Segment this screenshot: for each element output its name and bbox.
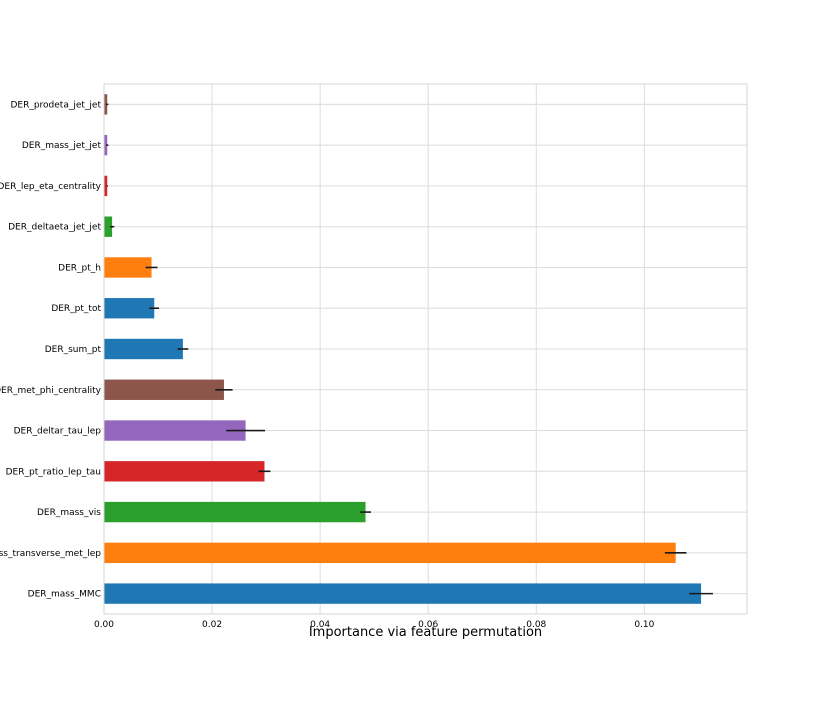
y-tick-label: DER_mass_jet_jet [22,141,102,151]
bar-der-lep-eta-centrality [104,175,108,197]
bars [104,94,702,604]
bar-der-mass-mmc [104,583,702,604]
y-tick-label: DER_pt_tot [51,304,101,314]
y-tick-label: DER_met_phi_centrality [0,386,102,396]
error-bars [106,103,713,595]
x-tick-label: 0.00 [94,620,114,630]
bar-der-pt-tot [104,298,155,319]
bar-der-met-phi-centrality [104,379,224,400]
y-tick-label: DER_deltaeta_jet_jet [8,223,101,233]
bar-der-mass-jet-jet [104,134,108,156]
bar-der-mass-vis [104,501,366,523]
bar-der-deltaeta-jet-jet [104,216,113,237]
y-tick-label: DER_pt_h [58,263,101,273]
y-tick-label: DER_prodeta_jet_jet [10,100,101,110]
x-tick-labels: 0.00 0.02 0.04 0.06 0.08 0.10 [94,620,655,630]
y-tick-labels: DER_mass_MMC DER_mass_transverse_met_lep D… [0,100,102,599]
bar-der-pt-h [104,257,152,278]
plot-frame [103,83,748,615]
bar-der-mass-transverse-met-lep [104,542,676,564]
y-tick-label: DER_sum_pt [45,345,102,355]
x-axis-title: Importance via feature permutation [309,625,542,640]
bar-der-deltar-tau-lep [104,420,246,441]
bar-der-pt-ratio-lep-tau [104,461,265,482]
x-tick-label: 0.02 [202,620,222,630]
y-tick-label: DER_lep_eta_centrality [0,182,102,192]
bar-der-prodeta-jet-jet [104,94,108,115]
y-tick-label: DER_pt_ratio_lep_tau [6,467,101,477]
x-tick-label: 0.08 [526,620,546,630]
y-tick-label: DER_mass_MMC [28,590,101,600]
bar-der-sum-pt [104,338,183,360]
x-tick-label: 0.06 [418,620,438,630]
y-tick-label: DER_deltar_tau_lep [14,427,102,437]
y-tick-label: DER_mass_transverse_met_lep [0,549,101,559]
x-tick-label: 0.04 [310,620,330,630]
x-tick-label: 0.10 [634,620,654,630]
y-tick-label: DER_mass_vis [37,508,101,518]
